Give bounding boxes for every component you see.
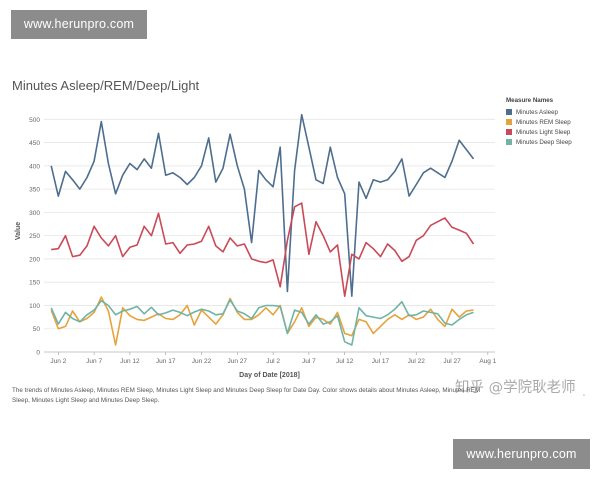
y-tick-label: 350 [29,187,40,194]
legend-item: Minutes Light Sleep [506,127,572,137]
y-axis-title: Value [15,222,22,240]
legend-label: Minutes REM Sleep [516,118,571,126]
corner-mark: ◦ [583,393,586,399]
x-tick-label: Jul 27 [443,358,461,365]
x-tick-label: Jun 7 [86,358,102,365]
chart-legend: Measure Names Minutes Asleep Minutes REM … [506,97,572,147]
y-tick-label: 500 [29,117,40,124]
x-tick-label: Jul 17 [372,358,390,365]
x-tick-label: Jun 27 [228,358,248,365]
y-tick-label: 400 [29,163,40,170]
x-tick-label: Jun 22 [192,358,212,365]
y-tick-label: 450 [29,140,40,147]
y-tick-label: 100 [29,303,40,310]
y-tick-label: 0 [36,350,40,357]
legend-label: Minutes Deep Sleep [516,138,572,146]
x-tick-label: Aug 1 [479,358,496,365]
x-tick-label: Jul 22 [408,358,426,365]
legend-item: Minutes REM Sleep [506,117,572,127]
x-tick-label: Jun 17 [156,358,176,365]
legend-item: Minutes Deep Sleep [506,137,572,147]
series-line-minutes-light-sleep [51,202,475,298]
zhihu-watermark: 知乎 @学院耿老师 [455,380,576,396]
x-tick-label: Jun 2 [50,358,66,365]
legend-label: Minutes Light Sleep [516,128,571,136]
legend-swatch [506,119,512,125]
x-tick-label: Jul 12 [336,358,354,365]
legend-swatch [506,139,512,145]
legend-label: Minutes Asleep [516,108,558,116]
chart-title: Minutes Asleep/REM/Deep/Light [12,78,200,93]
y-tick-label: 150 [29,280,40,287]
watermark-top: www.herunpro.com [11,10,147,39]
x-tick-label: Jun 12 [120,358,140,365]
x-axis-title: Day of Date [2018] [239,372,300,379]
y-tick-label: 50 [33,326,41,333]
y-tick-label: 250 [29,233,40,240]
legend-swatch [506,129,512,135]
legend-swatch [506,109,512,115]
x-tick-label: Jul 2 [266,358,280,365]
series-line-minutes-rem-sleep [50,296,474,346]
legend-item: Minutes Asleep [506,107,572,117]
series-line-minutes-asleep [50,113,475,298]
watermark-bottom: www.herunpro.com [453,439,590,469]
y-tick-label: 200 [29,256,40,263]
y-tick-label: 300 [29,210,40,217]
series-line-minutes-deep-sleep [50,299,474,346]
chart-caption: The trends of Minutes Asleep, Minutes RE… [12,387,481,404]
x-tick-label: Jul 7 [302,358,316,365]
legend-title: Measure Names [506,97,554,104]
